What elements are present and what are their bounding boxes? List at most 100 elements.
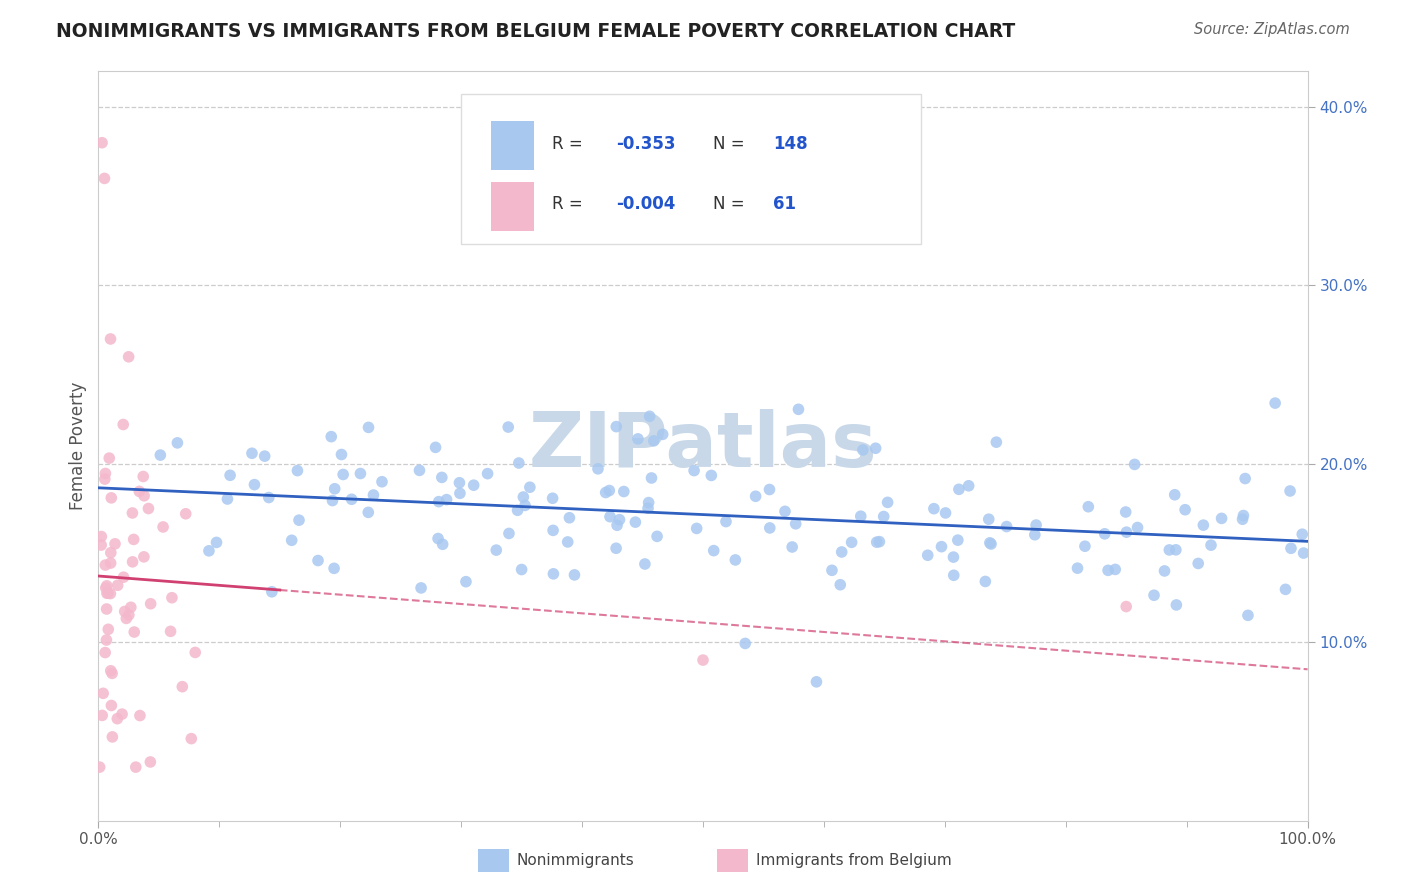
Point bbox=[198, 544, 221, 558]
Point bbox=[605, 541, 627, 556]
Point bbox=[128, 484, 150, 499]
Point bbox=[253, 449, 276, 463]
Point bbox=[101, 730, 124, 744]
Point bbox=[543, 566, 565, 581]
Point bbox=[1274, 582, 1296, 597]
Point bbox=[100, 491, 122, 505]
Point bbox=[323, 561, 346, 575]
Text: Immigrants from Belgium: Immigrants from Belgium bbox=[756, 854, 952, 868]
Point bbox=[107, 578, 129, 592]
Point bbox=[510, 562, 533, 576]
Point bbox=[477, 467, 499, 481]
Y-axis label: Female Poverty: Female Poverty bbox=[69, 382, 87, 510]
Point bbox=[1115, 525, 1137, 540]
Point bbox=[1291, 527, 1313, 541]
Point bbox=[1077, 500, 1099, 514]
Point bbox=[243, 477, 266, 491]
Point bbox=[139, 597, 162, 611]
Point bbox=[112, 417, 135, 432]
Point bbox=[408, 463, 430, 477]
Point bbox=[942, 568, 965, 582]
Point bbox=[454, 574, 477, 589]
Point bbox=[93, 171, 115, 186]
Point bbox=[1234, 471, 1257, 485]
Point bbox=[683, 464, 706, 478]
Point bbox=[134, 489, 156, 503]
Point bbox=[724, 553, 747, 567]
Point bbox=[409, 581, 432, 595]
Point bbox=[541, 491, 564, 506]
Point bbox=[260, 584, 283, 599]
Point bbox=[519, 480, 541, 494]
Point bbox=[432, 537, 454, 551]
Point bbox=[1164, 488, 1187, 502]
Point bbox=[152, 520, 174, 534]
Point bbox=[287, 464, 309, 478]
Point bbox=[627, 432, 650, 446]
Point bbox=[734, 636, 756, 650]
Point bbox=[436, 492, 458, 507]
FancyBboxPatch shape bbox=[492, 121, 534, 170]
Point bbox=[280, 533, 302, 548]
Point bbox=[957, 479, 980, 493]
Point bbox=[498, 526, 520, 541]
Point bbox=[780, 540, 803, 554]
Point bbox=[692, 653, 714, 667]
Point bbox=[91, 136, 114, 150]
Point bbox=[852, 442, 875, 457]
Point bbox=[94, 646, 117, 660]
Point bbox=[942, 550, 965, 565]
Point bbox=[866, 535, 889, 549]
Point bbox=[104, 537, 127, 551]
Point bbox=[94, 467, 117, 481]
Point bbox=[830, 578, 852, 592]
Point bbox=[806, 674, 828, 689]
Point bbox=[1025, 518, 1047, 533]
Point bbox=[97, 586, 120, 600]
Point bbox=[868, 534, 890, 549]
Point bbox=[512, 490, 534, 504]
Point bbox=[427, 494, 450, 508]
Point bbox=[759, 521, 782, 535]
Point bbox=[257, 491, 280, 505]
Point bbox=[624, 515, 647, 529]
Point bbox=[96, 602, 118, 616]
Point bbox=[120, 600, 142, 615]
Point bbox=[787, 402, 810, 417]
Point bbox=[90, 530, 112, 544]
Point bbox=[714, 515, 737, 529]
Point bbox=[1115, 505, 1137, 519]
Point bbox=[948, 483, 970, 497]
Point bbox=[94, 581, 117, 595]
Point bbox=[288, 513, 311, 527]
Point bbox=[1187, 557, 1209, 571]
Point bbox=[121, 506, 143, 520]
FancyBboxPatch shape bbox=[461, 94, 921, 244]
Point bbox=[606, 518, 628, 533]
Text: N =: N = bbox=[713, 135, 749, 153]
Point bbox=[96, 586, 118, 600]
Point bbox=[122, 533, 145, 547]
Text: R =: R = bbox=[551, 135, 588, 153]
Point bbox=[637, 501, 659, 516]
Point bbox=[849, 509, 872, 524]
Point bbox=[91, 708, 114, 723]
Point bbox=[1174, 502, 1197, 516]
Point bbox=[865, 442, 887, 456]
Point bbox=[105, 712, 128, 726]
Point bbox=[100, 332, 122, 346]
Text: 61: 61 bbox=[773, 195, 796, 213]
Point bbox=[876, 495, 898, 509]
Point bbox=[558, 510, 581, 524]
Point bbox=[841, 535, 863, 549]
Point bbox=[132, 469, 155, 483]
Point bbox=[115, 611, 138, 625]
Point bbox=[1237, 608, 1260, 623]
Point bbox=[349, 467, 371, 481]
Point bbox=[1126, 520, 1149, 534]
Point bbox=[1164, 542, 1187, 557]
Point bbox=[332, 467, 354, 482]
Point bbox=[917, 548, 939, 562]
Point bbox=[785, 516, 807, 531]
Point bbox=[1153, 564, 1175, 578]
